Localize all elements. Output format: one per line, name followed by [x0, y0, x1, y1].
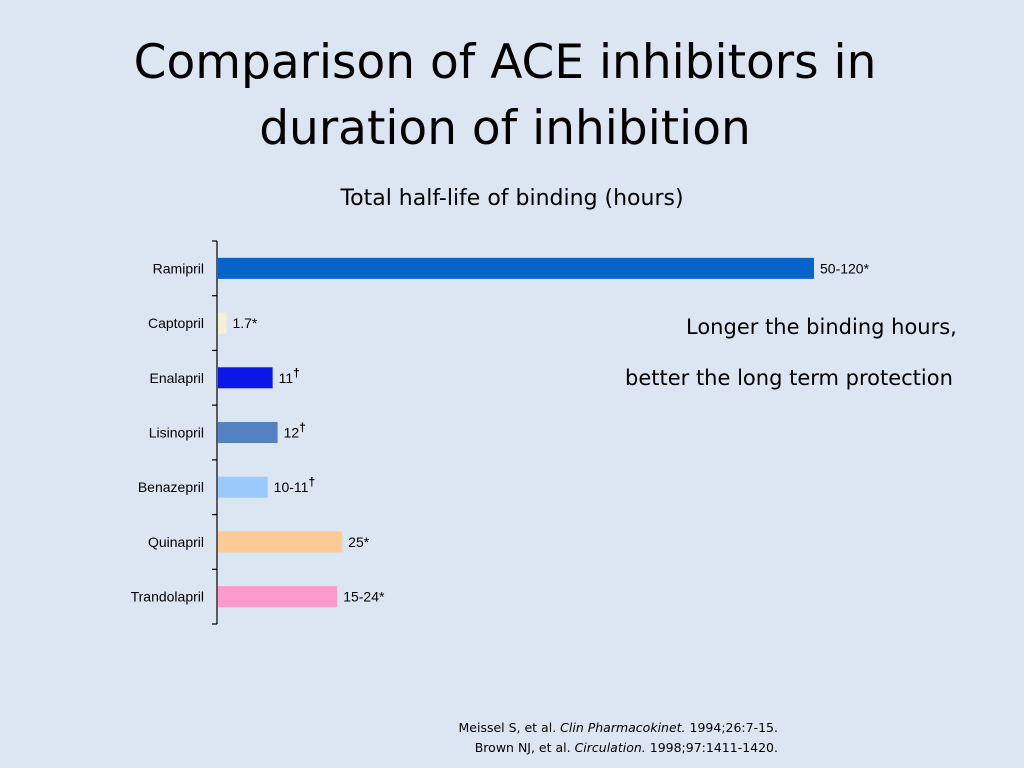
value-label: 11†	[279, 366, 300, 386]
value-label: 50-120*	[820, 260, 870, 276]
value-label: 12†	[284, 421, 306, 441]
bar	[218, 367, 273, 389]
value-label: 10-11†	[274, 475, 315, 495]
slide-title: Comparison of ACE inhibitors in duration…	[0, 30, 1010, 162]
category-label: Trandolapril	[131, 589, 204, 605]
category-label: Captopril	[148, 315, 204, 331]
bar	[218, 531, 343, 553]
bar	[218, 422, 278, 443]
slide-title-line-2: duration of inhibition	[259, 101, 751, 156]
bar	[218, 257, 814, 279]
value-label: 15-24*	[343, 589, 385, 605]
value-label: 25*	[348, 534, 370, 550]
reference-1-journal: Clin Pharmacokinet.	[560, 720, 686, 735]
reference-2-journal: Circulation.	[574, 740, 646, 755]
note-line-2: better the long term protection	[625, 366, 953, 390]
category-label: Ramipril	[153, 260, 204, 276]
reference-1: Meissel S, et al. Clin Pharmacokinet. 19…	[458, 720, 779, 735]
bar	[218, 586, 338, 608]
bar	[218, 312, 227, 334]
bar	[218, 476, 268, 498]
category-label: Lisinopril	[149, 425, 204, 441]
chart-title: Total half-life of binding (hours)	[340, 186, 684, 211]
category-label: Benazepril	[138, 479, 204, 495]
category-label: Quinapril	[148, 534, 204, 550]
references: Meissel S, et al. Clin Pharmacokinet. 19…	[459, 718, 779, 758]
reference-2: Brown NJ, et al. Circulation. 1998;97:14…	[474, 740, 778, 755]
value-label: 1.7*	[232, 315, 257, 331]
note-line-1: Longer the binding hours,	[686, 315, 957, 339]
slide-title-line-1: Comparison of ACE inhibitors in	[133, 35, 877, 90]
category-label: Enalapril	[150, 370, 204, 386]
